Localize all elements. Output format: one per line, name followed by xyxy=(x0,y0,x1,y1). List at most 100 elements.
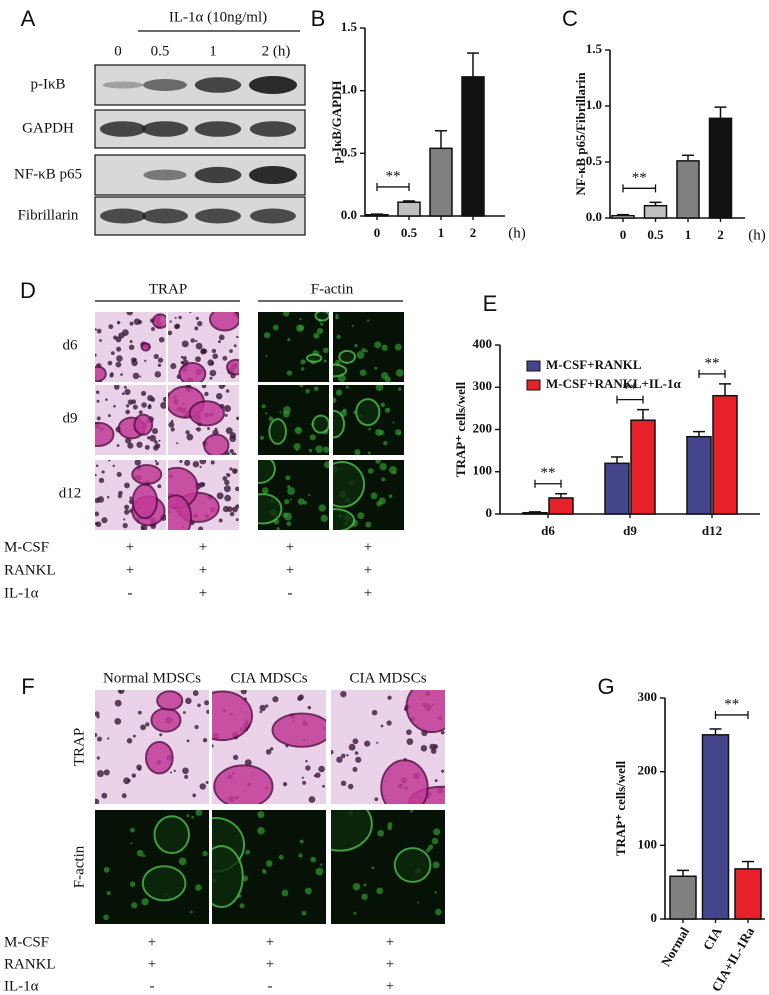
osteoclast xyxy=(226,358,239,376)
cell xyxy=(377,829,384,837)
significance-label: ** xyxy=(632,170,647,186)
cell xyxy=(231,452,237,455)
y-axis-label: p-IκB/GAPDH xyxy=(329,80,344,163)
cell xyxy=(232,754,239,761)
cell xyxy=(182,711,186,715)
cell xyxy=(366,319,370,322)
condition-mark: + xyxy=(286,562,294,578)
cell xyxy=(96,399,100,403)
cell xyxy=(141,898,149,906)
y-axis-label: TRAP⁺ cells/well xyxy=(613,760,628,856)
cell xyxy=(265,412,268,415)
cell xyxy=(265,354,268,357)
osteoclast xyxy=(271,712,326,748)
cell xyxy=(182,767,189,775)
cell xyxy=(287,485,291,489)
cell xyxy=(318,504,326,512)
cell xyxy=(101,792,108,799)
cell xyxy=(195,342,203,350)
micrograph xyxy=(331,690,445,804)
cell xyxy=(212,353,219,360)
actin-ring xyxy=(311,414,329,434)
cell xyxy=(95,464,99,467)
osteoclast xyxy=(405,690,445,734)
cell xyxy=(318,765,325,773)
cell xyxy=(293,442,301,451)
condition-mark: + xyxy=(286,539,294,555)
cell xyxy=(224,413,228,417)
significance-bracket xyxy=(376,182,410,191)
cell xyxy=(299,839,304,844)
cell xyxy=(239,903,245,909)
actin-ring xyxy=(333,508,356,530)
cell xyxy=(224,494,231,502)
cell xyxy=(320,863,323,866)
cell xyxy=(137,710,142,715)
blot-band xyxy=(194,77,242,93)
cell xyxy=(257,826,265,835)
cell xyxy=(212,744,214,748)
column-title: CIA MDSCs xyxy=(230,670,307,686)
cell xyxy=(186,433,194,441)
osteoclast xyxy=(95,421,115,447)
lane-label: 1 xyxy=(209,43,217,59)
cell xyxy=(371,709,378,716)
x-tick-label: 0 xyxy=(620,227,627,242)
panel-label: G xyxy=(597,674,614,699)
condition-mark: + xyxy=(199,562,207,578)
cell xyxy=(331,749,334,755)
cell xyxy=(124,504,130,510)
cell xyxy=(142,854,146,858)
cell xyxy=(320,322,324,326)
cell xyxy=(103,914,109,921)
cell xyxy=(95,521,102,528)
x-tick-label: d9 xyxy=(623,523,637,538)
cell xyxy=(265,860,273,867)
cell xyxy=(410,810,414,813)
condition-mark: + xyxy=(266,956,274,972)
y-tick-label: 300 xyxy=(638,689,658,704)
cell xyxy=(123,385,127,389)
cell xyxy=(289,498,292,501)
cell xyxy=(216,492,224,500)
cell xyxy=(217,340,221,344)
cell xyxy=(398,431,402,435)
x-tick-label: 0.5 xyxy=(401,225,418,240)
cell xyxy=(190,338,195,343)
cell xyxy=(128,344,135,351)
cell xyxy=(244,759,252,767)
osteoclast xyxy=(212,690,253,742)
actin-ring xyxy=(141,865,187,902)
condition-name: IL-1α xyxy=(4,978,39,994)
cell xyxy=(103,769,110,776)
significance-label: ** xyxy=(386,168,401,184)
cell xyxy=(192,690,199,696)
cell xyxy=(211,348,217,354)
cell xyxy=(262,487,269,494)
cell xyxy=(178,315,182,320)
significance-bracket xyxy=(698,369,726,378)
cell xyxy=(236,416,239,421)
bar xyxy=(522,511,548,515)
cell xyxy=(226,473,229,476)
micrograph xyxy=(258,385,329,455)
cell xyxy=(434,779,438,783)
cell xyxy=(222,385,226,387)
cell xyxy=(140,525,144,528)
cell xyxy=(371,866,375,870)
cell xyxy=(182,356,187,361)
cell xyxy=(96,756,100,760)
cell xyxy=(101,470,105,474)
cell xyxy=(302,780,307,785)
cell xyxy=(353,911,357,915)
cell xyxy=(207,427,211,431)
column-title: CIA MDSCs xyxy=(349,670,426,686)
cell xyxy=(96,715,100,719)
condition-name: RANKL xyxy=(4,956,56,972)
cell xyxy=(222,355,228,361)
cell xyxy=(370,492,378,500)
cell xyxy=(133,357,137,362)
actin-ring xyxy=(338,349,357,364)
cell xyxy=(381,477,386,482)
cell xyxy=(145,722,150,727)
